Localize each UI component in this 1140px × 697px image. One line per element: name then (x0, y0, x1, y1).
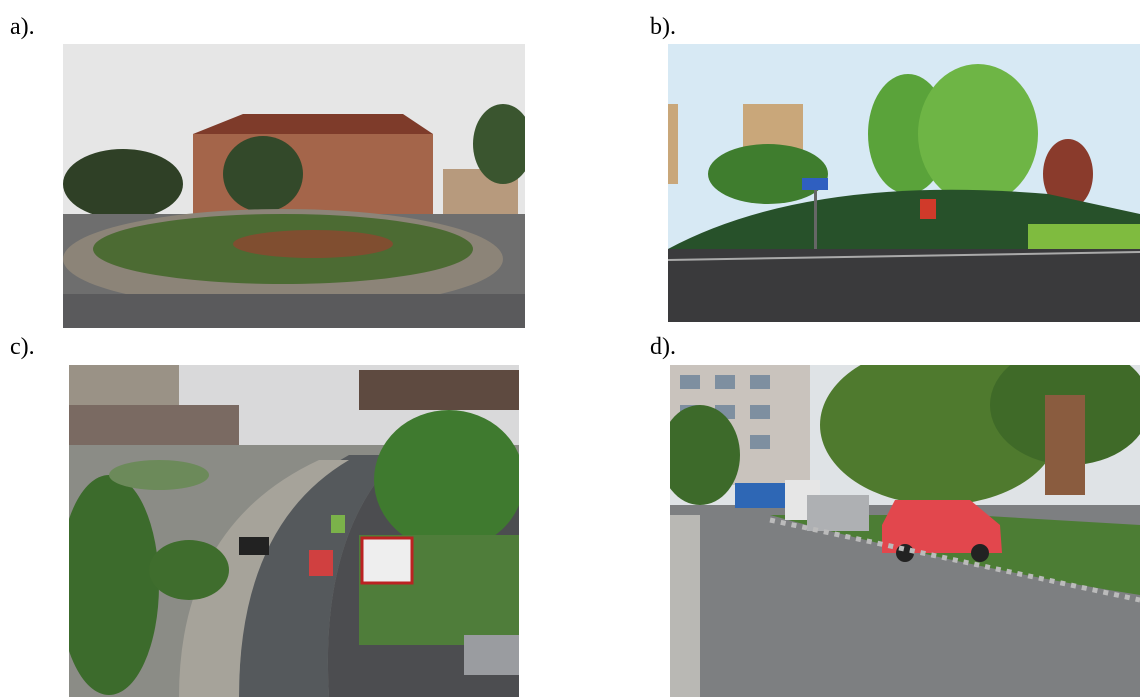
photo-b (668, 44, 1140, 322)
panel-label: d). (650, 334, 676, 360)
panel-label: c). (10, 334, 35, 360)
panel-label: a). (10, 14, 35, 40)
photo-d (670, 365, 1140, 697)
panel-label: b). (650, 14, 676, 40)
photo-c (69, 365, 519, 697)
photo-a (63, 44, 525, 328)
